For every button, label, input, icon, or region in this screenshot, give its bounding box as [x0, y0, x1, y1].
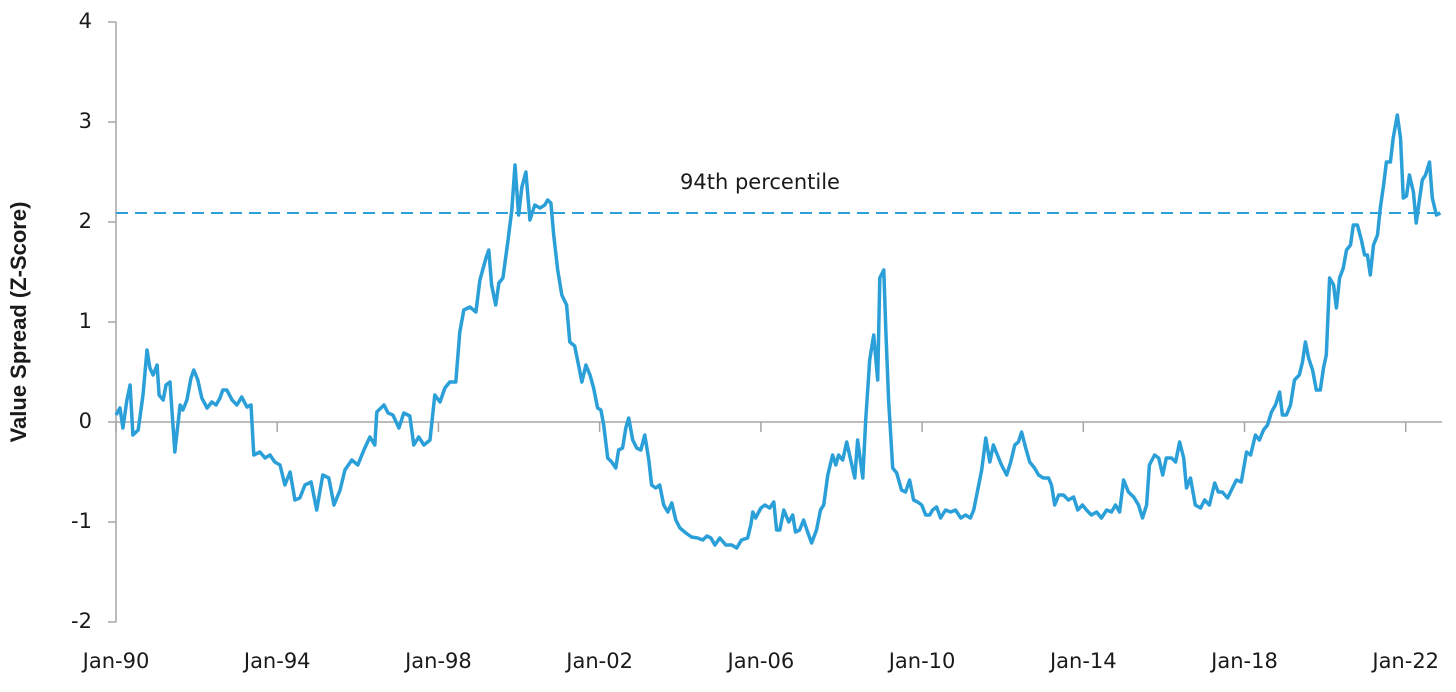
x-tick-label: Jan-10: [887, 649, 956, 673]
series-line: [114, 113, 1442, 550]
x-tick-label: Jan-22: [1370, 649, 1439, 673]
y-tick-label: -2: [71, 609, 92, 633]
x-tick-label: Jan-90: [81, 649, 150, 673]
y-tick-label: 0: [79, 409, 92, 433]
y-tick-label: 3: [79, 109, 92, 133]
y-tick-label: 4: [79, 9, 92, 33]
y-tick-label: 2: [79, 209, 92, 233]
y-tick-label: -1: [71, 509, 92, 533]
y-tick-label: 1: [79, 309, 92, 333]
y-axis-label: Value Spread (Z-Score): [6, 202, 31, 443]
x-tick-label: Jan-02: [564, 649, 633, 673]
x-tick-label: Jan-98: [403, 649, 472, 673]
x-tick-label: Jan-14: [1048, 649, 1117, 673]
x-tick-label: Jan-06: [726, 649, 795, 673]
x-tick-label: Jan-18: [1209, 649, 1278, 673]
reference-label: 94th percentile: [680, 170, 840, 194]
x-tick-label: Jan-94: [242, 649, 311, 673]
